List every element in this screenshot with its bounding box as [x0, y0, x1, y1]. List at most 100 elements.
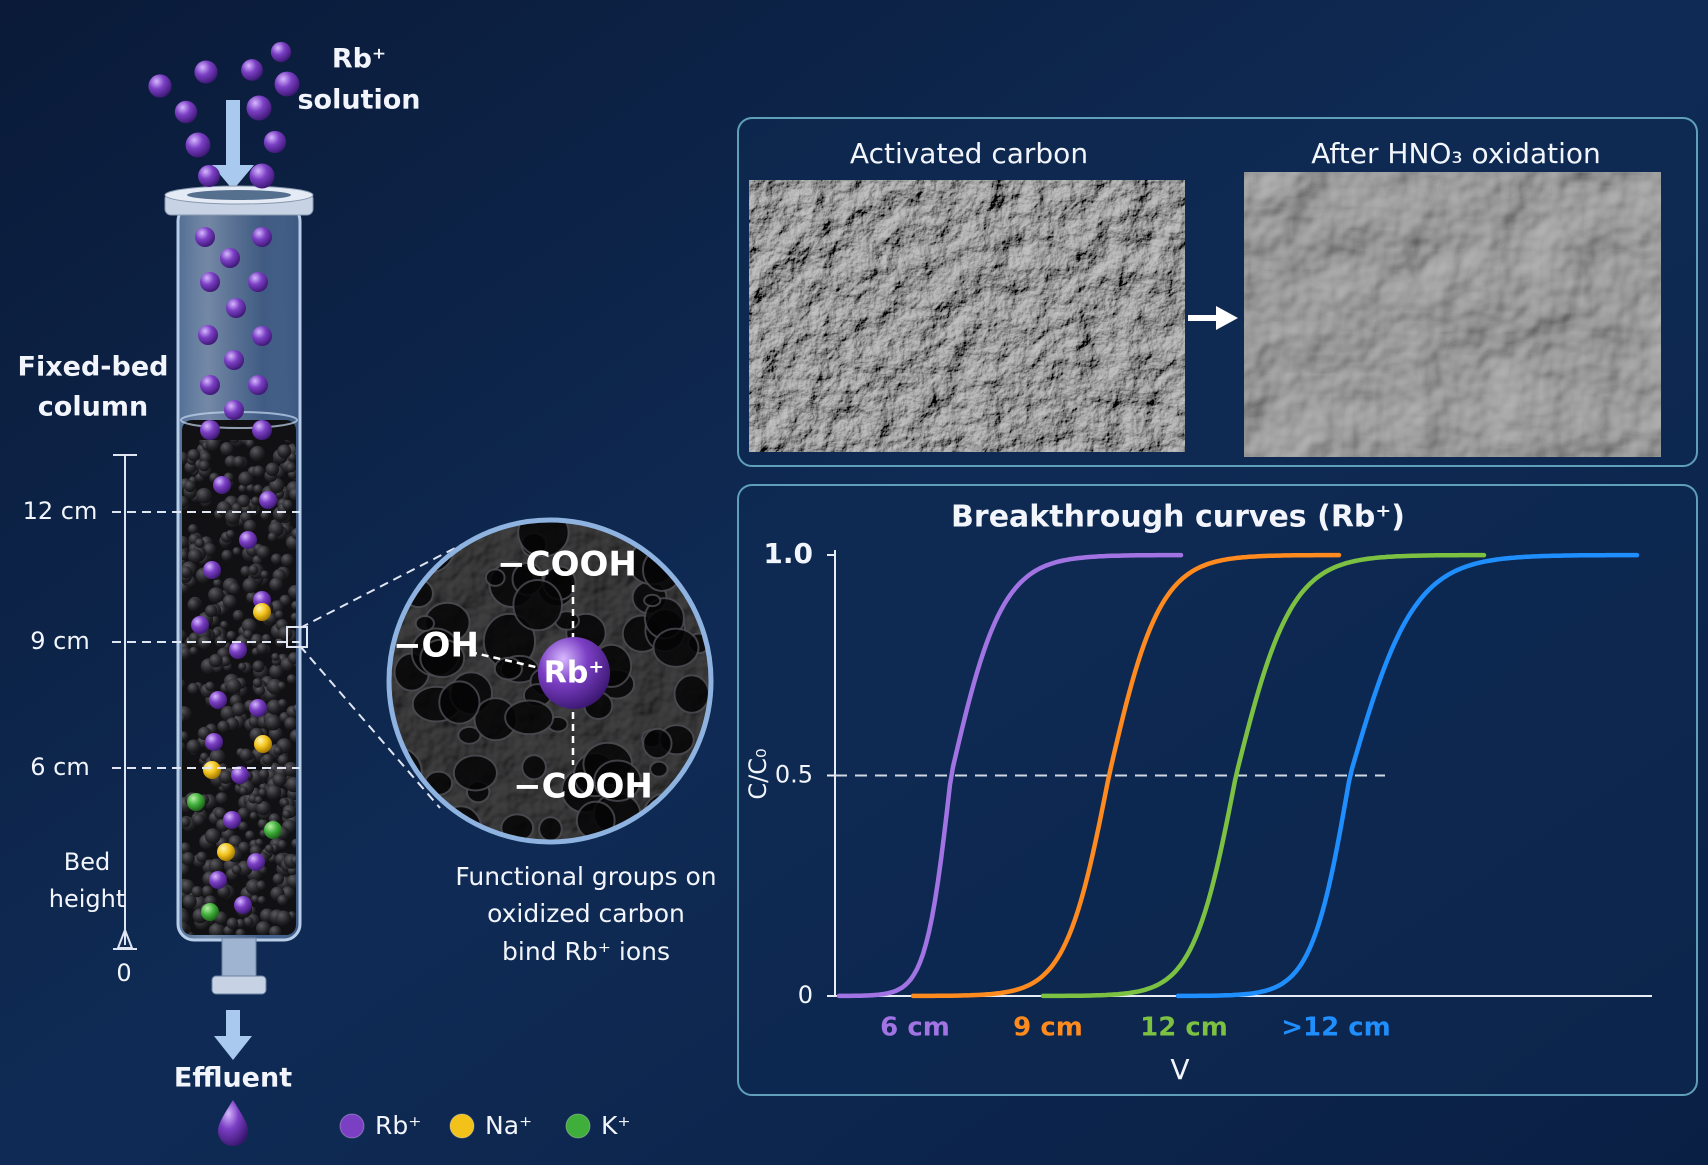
carbon-granule: [230, 440, 246, 448]
carbon-granule: [254, 685, 266, 696]
carbon-granule: [196, 851, 208, 863]
carbon-granule: [279, 594, 291, 607]
caption: Functional groups on: [455, 862, 716, 891]
sem-panel: Activated carbon After HNO₃ oxidation: [737, 117, 1698, 467]
carbon-granule: [290, 855, 296, 866]
ion: [247, 853, 265, 871]
carbon-granule: [182, 910, 190, 926]
carbon-granule: [265, 462, 280, 477]
carbon-granule: [269, 577, 284, 592]
carbon-granule: [283, 761, 296, 777]
inlet-label: solution: [297, 85, 420, 116]
chart-title: Breakthrough curves (Rb⁺): [951, 500, 1405, 535]
series-label: 9 cm: [1013, 1013, 1083, 1043]
carbon-granule: [216, 635, 226, 645]
carbon-granule: [271, 652, 280, 661]
carbon-granule: [252, 465, 265, 478]
rb-ion: [226, 298, 246, 318]
ion: [187, 793, 205, 811]
carbon-granule: [285, 535, 296, 550]
pore: [673, 674, 710, 714]
rb-ion: [200, 272, 220, 292]
carbon-granule: [235, 928, 246, 935]
carbon-granule: [264, 844, 274, 853]
carbon-granule: [232, 547, 241, 556]
ion: [191, 616, 209, 634]
carbon-granule: [277, 444, 292, 459]
carbon-granule: [198, 460, 210, 472]
functional-group: −COOH: [513, 767, 653, 807]
carbon-granule: [252, 660, 265, 673]
carbon-granule: [288, 584, 296, 599]
rb-ion: [174, 100, 198, 124]
carbon-granule: [182, 920, 189, 935]
carbon-granule: [238, 841, 250, 854]
carbon-granule: [186, 739, 201, 754]
rb-ion: [252, 227, 272, 247]
rb-ion: [224, 400, 244, 420]
zoom-box: [286, 626, 308, 648]
pore: [457, 725, 482, 745]
carbon-granule: [214, 807, 227, 820]
carbon-granule: [237, 494, 250, 508]
carbon-granule: [249, 811, 258, 820]
y-tick-label: 0: [798, 981, 813, 1009]
ion: [249, 699, 267, 717]
pore: [438, 680, 481, 725]
carbon-granule: [238, 821, 248, 832]
carbon-granule: [182, 894, 197, 909]
carbon-granule: [182, 495, 189, 509]
rb-ion: [198, 325, 218, 345]
carbon-granule: [277, 894, 288, 906]
column-title: Fixed-bed: [18, 352, 169, 383]
carbon-granule: [249, 445, 266, 462]
carbon-granule: [222, 594, 237, 609]
carbon-granule: [277, 839, 287, 850]
caption: bind Rb⁺ ions: [502, 937, 670, 966]
magnifier: Rb⁺ −COOH −OH −COOH Functional groups on…: [286, 517, 717, 966]
breakthrough-curve: [836, 552, 1184, 999]
carbon-granule: [256, 545, 271, 560]
carbon-granule: [269, 478, 285, 494]
ion: [229, 641, 247, 659]
carbon-granule: [288, 652, 296, 665]
carbon-granule: [205, 440, 221, 452]
ion: [203, 561, 221, 579]
carbon-granule: [252, 677, 263, 688]
rb-ion: [252, 326, 272, 346]
carbon-granule: [243, 519, 257, 533]
rb-ion: [249, 163, 275, 189]
carbon-granule: [208, 587, 224, 603]
pore: [419, 638, 466, 679]
legend-swatch: [449, 1113, 475, 1139]
carbon-granule: [231, 864, 242, 875]
legend-label: Rb⁺: [375, 1111, 421, 1140]
carbon-granule: [253, 484, 263, 494]
carbon-granule: [238, 484, 247, 493]
rb-ion: [248, 272, 268, 292]
carbon-granule: [272, 873, 284, 885]
carbon-granule: [182, 816, 191, 828]
carbon-granule: [291, 600, 296, 611]
panel-frame: [737, 484, 1698, 1096]
ion: [209, 691, 227, 709]
carbon-granule: [182, 706, 192, 722]
carbon-granule: [237, 807, 250, 820]
rb-ion: [270, 41, 292, 63]
carbon-granule: [182, 550, 189, 561]
ion: [205, 733, 223, 751]
breakthrough-curve: [1175, 552, 1640, 999]
series-label: >12 cm: [1281, 1013, 1391, 1043]
pore: [642, 727, 673, 760]
carbon-granule: [225, 678, 242, 694]
rb-ion: [252, 420, 272, 440]
carbon-granule: [255, 921, 271, 935]
carbon-granule: [233, 455, 245, 468]
carbon-granule: [239, 748, 253, 762]
chart-panel: Breakthrough curves (Rb⁺) C/C₀ V 0 0.5 1.0…: [737, 484, 1698, 1096]
y-tick-label: 1.0: [763, 537, 813, 570]
carbon-granule: [221, 549, 233, 561]
carbon-granule: [258, 788, 267, 797]
carbon-granule: [192, 813, 205, 826]
